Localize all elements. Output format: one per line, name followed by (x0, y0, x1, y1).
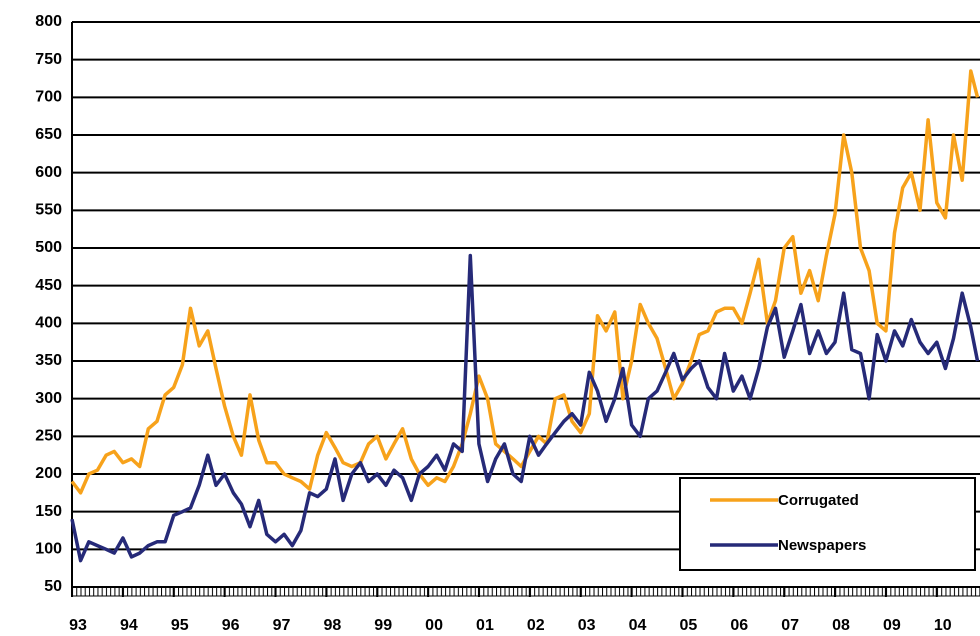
x-tick-label: 02 (527, 617, 545, 634)
x-tick-label: 05 (680, 617, 698, 634)
minor-tick-band (72, 588, 980, 596)
x-tick-label: 07 (781, 617, 799, 634)
y-tick-label: 750 (35, 51, 62, 68)
y-tick-label: 650 (35, 126, 62, 143)
x-tick-label: 03 (578, 617, 596, 634)
y-tick-label: 500 (35, 239, 62, 256)
y-tick-label: 550 (35, 202, 62, 219)
y-tick-label: 50 (44, 578, 62, 595)
x-tick-label: 94 (120, 617, 138, 634)
legend-box (679, 477, 976, 571)
x-tick-label: 99 (374, 617, 392, 634)
legend-label: Corrugated (778, 492, 859, 509)
x-tick-label: 98 (323, 617, 341, 634)
x-tick-label: 97 (273, 617, 291, 634)
x-tick-label: 09 (883, 617, 901, 634)
y-tick-label: 350 (35, 352, 62, 369)
x-tick-label: 06 (730, 617, 748, 634)
x-tick-label: 96 (222, 617, 240, 634)
x-tick-label: 08 (832, 617, 850, 634)
y-tick-label: 700 (35, 89, 62, 106)
legend: Corrugated Newspapers (679, 477, 976, 571)
y-tick-label: 200 (35, 465, 62, 482)
x-tick-label: 01 (476, 617, 494, 634)
y-tick-label: 400 (35, 315, 62, 332)
y-tick-label: 450 (35, 277, 62, 294)
y-tick-label: 300 (35, 390, 62, 407)
data-line (70, 253, 980, 563)
legend-label: Newspapers (778, 537, 866, 554)
x-tick-label: 10 (934, 617, 952, 634)
y-tick-label: 600 (35, 164, 62, 181)
y-tick-label: 800 (35, 13, 62, 30)
x-tick-label: 93 (69, 617, 87, 634)
x-tick-label: 04 (629, 617, 647, 634)
y-tick-label: 250 (35, 428, 62, 445)
x-tick-label: 95 (171, 617, 189, 634)
y-tick-label: 150 (35, 503, 62, 520)
y-tick-label: 100 (35, 541, 62, 558)
x-tick-label: 00 (425, 617, 443, 634)
